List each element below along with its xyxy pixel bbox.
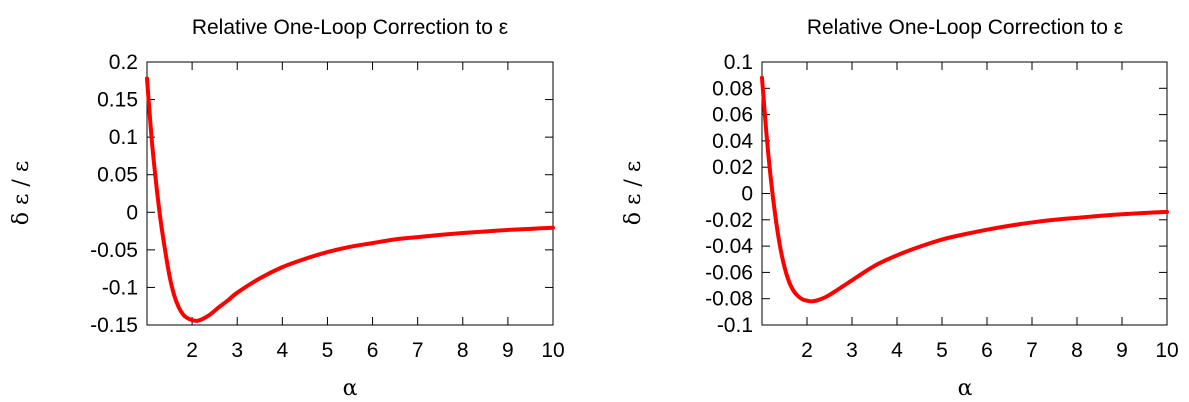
y-tick-label: -0.15 — [90, 314, 138, 337]
x-tick-label: 6 — [981, 339, 993, 362]
x-tick-label: 3 — [846, 339, 858, 362]
x-tick-label: 7 — [1026, 339, 1038, 362]
x-tick-label: 10 — [541, 339, 564, 362]
series-line — [145, 76, 555, 323]
plot-frame — [146, 61, 554, 326]
y-tick-label: -0.05 — [90, 239, 138, 262]
y-tick-label: -0.1 — [102, 276, 138, 299]
y-tick-label: 0 — [741, 183, 753, 206]
x-tick-label: 2 — [186, 339, 198, 362]
x-tick-label: 3 — [231, 339, 243, 362]
x-tick-label: 9 — [502, 339, 514, 362]
y-tick-label: 0.04 — [712, 130, 753, 153]
y-tick-label: -0.06 — [705, 261, 753, 284]
x-tick-label: 5 — [322, 339, 334, 362]
chart-left: Relative One-Loop Correction to ε0.20.15… — [9, 16, 565, 401]
x-tick-label: 8 — [457, 339, 469, 362]
x-tick-label: 7 — [412, 339, 424, 362]
y-tick-label: 0 — [126, 201, 138, 224]
x-tick-label: 5 — [936, 339, 948, 362]
x-tick-label: 8 — [1071, 339, 1083, 362]
y-tick-label: 0.08 — [712, 77, 753, 100]
chart-title: Relative One-Loop Correction to ε — [192, 16, 508, 39]
x-tick-label: 6 — [367, 339, 379, 362]
y-axis-label: δ ε / ε — [9, 161, 34, 225]
y-tick-label: 0.1 — [724, 51, 753, 74]
y-tick-label: 0.15 — [97, 89, 138, 112]
x-axis-label: α — [343, 376, 358, 401]
y-axis-label: δ ε / ε — [621, 161, 646, 225]
x-tick-label: 2 — [801, 339, 813, 362]
y-tick-label: 0.05 — [97, 164, 138, 187]
chart-right: Relative One-Loop Correction to ε 0.1 0.08… — [621, 16, 1179, 401]
y-tick-label: -0.04 — [705, 235, 753, 258]
y-tick-label: -0.02 — [705, 209, 753, 232]
chart-title: Relative One-Loop Correction to ε — [807, 16, 1123, 39]
y-tick-label: 0.06 — [712, 104, 753, 127]
y-tick-label: 0.2 — [109, 51, 138, 74]
y-tick-label: -0.1 — [717, 314, 753, 337]
y-tick-label: 0.1 — [109, 126, 138, 149]
x-axis-label: α — [958, 376, 973, 401]
x-tick-label: 4 — [276, 339, 288, 362]
x-tick-label: 9 — [1116, 339, 1128, 362]
x-tick-label: 10 — [1155, 339, 1178, 362]
y-tick-label: -0.08 — [705, 288, 753, 311]
y-tick-label: 0.02 — [712, 156, 753, 179]
x-tick-label: 4 — [891, 339, 903, 362]
series-line — [760, 75, 1169, 304]
plot-frame — [761, 61, 1168, 326]
